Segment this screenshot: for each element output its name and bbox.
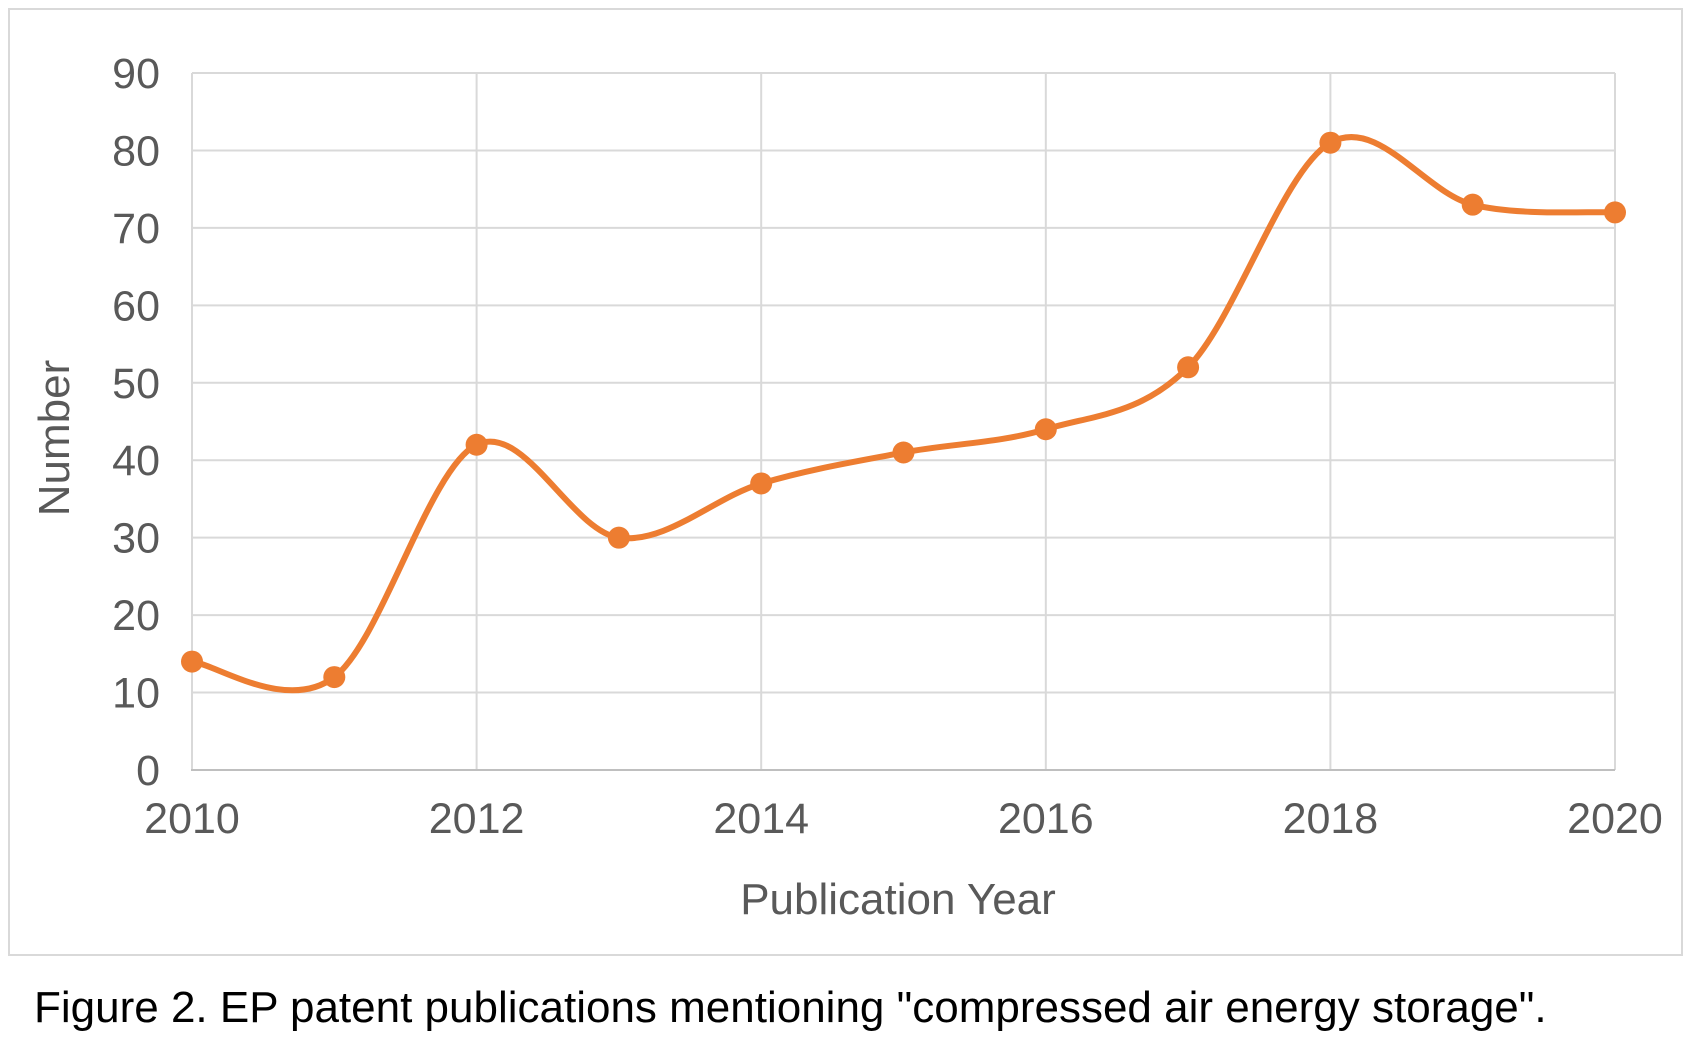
x-axis-title: Publication Year xyxy=(740,875,1056,924)
y-tick-label: 10 xyxy=(112,670,160,718)
x-tick-label: 2020 xyxy=(1567,795,1663,843)
x-tick-label: 2018 xyxy=(1283,795,1379,843)
y-tick-label: 90 xyxy=(112,50,160,98)
x-tick-label: 2010 xyxy=(144,795,240,843)
x-tick-label: 2012 xyxy=(429,795,525,843)
data-point-marker xyxy=(1177,356,1200,379)
series-markers xyxy=(181,131,1626,689)
chart-border xyxy=(8,8,1683,956)
y-tick-label: 60 xyxy=(112,282,160,330)
data-point-marker xyxy=(1034,418,1057,441)
series-line xyxy=(189,134,1618,694)
y-tick-label: 70 xyxy=(112,205,160,253)
data-point-marker xyxy=(1461,193,1484,216)
y-tick-label: 20 xyxy=(112,592,160,640)
vertical-gridlines xyxy=(191,73,1616,770)
data-point-marker xyxy=(465,433,488,456)
data-point-marker xyxy=(323,666,346,689)
y-tick-label: 30 xyxy=(112,515,160,563)
y-tick-label: 80 xyxy=(112,127,160,175)
y-tick-labels: 0 10 20 30 40 50 60 70 80 90 xyxy=(112,50,160,795)
data-point-marker xyxy=(1319,131,1342,154)
data-point-marker xyxy=(607,526,630,549)
horizontal-gridlines xyxy=(192,72,1615,694)
data-point-marker xyxy=(181,650,203,673)
y-tick-label: 50 xyxy=(112,360,160,408)
data-point-marker xyxy=(892,441,915,464)
y-tick-label: 0 xyxy=(136,747,160,795)
figure-caption: Figure 2. EP patent publications mention… xyxy=(34,983,1547,1032)
data-point-marker xyxy=(750,472,773,495)
x-tick-label: 2014 xyxy=(713,795,809,843)
y-axis-title: Number xyxy=(30,359,79,517)
y-tick-label: 40 xyxy=(112,437,160,485)
x-tick-labels: 2010 2012 2014 2016 2018 2020 xyxy=(144,795,1663,843)
x-tick-label: 2016 xyxy=(998,795,1094,843)
data-point-marker xyxy=(1604,201,1626,224)
